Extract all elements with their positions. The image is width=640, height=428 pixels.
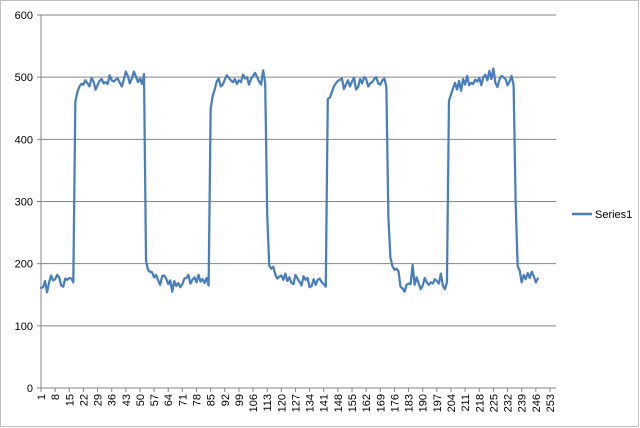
- x-tick-label: 141: [319, 394, 331, 412]
- x-tick-label: 190: [418, 394, 430, 412]
- y-tick-label: 400: [15, 134, 33, 146]
- x-axis-tick-labels: 1 8 15 22 29 36 43 50 57 64 71 78 85 92 99 106 113 120 127…: [36, 394, 557, 412]
- x-tick-label: 253: [545, 394, 557, 412]
- x-tick-label: 211: [460, 394, 472, 412]
- series-layer: [39, 67, 539, 294]
- x-tick-label: 71: [177, 394, 189, 406]
- x-tick-label: 57: [149, 394, 161, 406]
- x-tick-label: 127: [290, 394, 302, 412]
- x-tick-label: 134: [305, 394, 317, 412]
- x-tick-label: 232: [503, 394, 515, 412]
- y-tick-label: 0: [27, 383, 33, 395]
- x-tick-label: 29: [93, 394, 105, 406]
- x-tick-label: 246: [531, 394, 543, 412]
- x-tick-label: 162: [361, 394, 373, 412]
- x-tick-label: 176: [389, 394, 401, 412]
- y-tick-label: 200: [15, 259, 33, 271]
- x-tick-label: 225: [488, 394, 500, 412]
- gridlines: [41, 14, 556, 327]
- x-tick-label: 169: [375, 394, 387, 412]
- y-tick-label: 600: [15, 10, 33, 22]
- y-tick-label: 500: [15, 72, 33, 84]
- axes: [37, 14, 556, 392]
- x-tick-label: 15: [64, 394, 76, 406]
- x-tick-label: 155: [347, 394, 359, 412]
- x-tick-label: 106: [248, 394, 260, 412]
- x-tick-label: 148: [333, 394, 345, 412]
- x-tick-label: 22: [78, 394, 90, 406]
- x-tick-label: 197: [432, 394, 444, 412]
- x-tick-label: 204: [446, 394, 458, 412]
- x-tick-label: 92: [220, 394, 232, 406]
- x-tick-label: 50: [135, 394, 147, 406]
- x-tick-label: 113: [262, 394, 274, 412]
- y-tick-label: 300: [15, 197, 33, 209]
- y-axis-tick-labels: 0 100 200 300 400 500 600: [15, 10, 33, 395]
- x-tick-label: 120: [276, 394, 288, 412]
- x-tick-label: 99: [234, 394, 246, 406]
- x-tick-label: 43: [121, 394, 133, 406]
- x-tick-label: 36: [107, 394, 119, 406]
- x-tick-label: 85: [206, 394, 218, 406]
- y-tick-label: 100: [15, 321, 33, 333]
- x-tick-label: 78: [192, 394, 204, 406]
- x-tick-label: 64: [163, 394, 175, 406]
- series-line-1: [39, 67, 539, 294]
- x-tick-label: 1: [36, 394, 48, 400]
- legend-label-series1: Series1: [595, 209, 632, 221]
- x-tick-label: 183: [404, 394, 416, 412]
- x-tick-label: 239: [517, 394, 529, 412]
- legend: Series1: [572, 209, 632, 221]
- x-tick-label: 218: [474, 394, 486, 412]
- x-tick-label: 8: [50, 394, 62, 400]
